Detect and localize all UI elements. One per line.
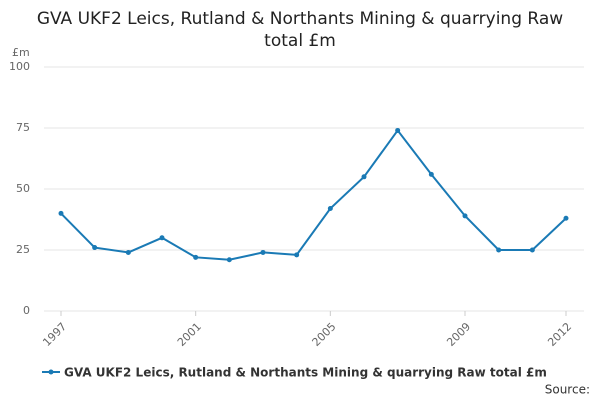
- x-tick-label: 2012: [545, 320, 574, 349]
- data-point: [125, 249, 131, 255]
- chart-title: GVA UKF2 Leics, Rutland & Northants Mini…: [36, 9, 564, 51]
- data-point: [361, 174, 367, 180]
- series-line: [60, 128, 567, 261]
- data-point: [193, 254, 199, 260]
- y-tick-label: 50: [16, 182, 30, 195]
- legend-label: GVA UKF2 Leics, Rutland & Northants Mini…: [64, 366, 547, 380]
- source: Source:: [545, 383, 590, 397]
- y-tick-label: 100: [9, 60, 30, 73]
- y-axis-label: £m: [12, 46, 30, 59]
- data-point: [462, 213, 468, 219]
- x-tick-label: 1997: [40, 320, 69, 349]
- data-point: [327, 206, 333, 212]
- data-point: [428, 171, 434, 177]
- x-tick-label: 2009: [444, 320, 473, 349]
- data-point: [496, 247, 502, 253]
- data-point: [529, 247, 535, 253]
- y-tick-label: 75: [16, 121, 30, 134]
- data-point: [159, 235, 165, 241]
- y-tick-label: 0: [23, 304, 30, 317]
- data-point: [395, 127, 401, 133]
- y-tick-label: 25: [16, 243, 30, 256]
- legend-swatch-dot: [48, 369, 54, 375]
- data-point: [226, 257, 232, 263]
- data-point: [563, 215, 569, 221]
- data-point: [58, 210, 64, 216]
- x-tick-label: 2005: [310, 320, 339, 349]
- data-point: [260, 249, 266, 255]
- data-point: [294, 252, 300, 258]
- x-tick-label: 2001: [175, 320, 204, 349]
- data-point: [92, 245, 98, 251]
